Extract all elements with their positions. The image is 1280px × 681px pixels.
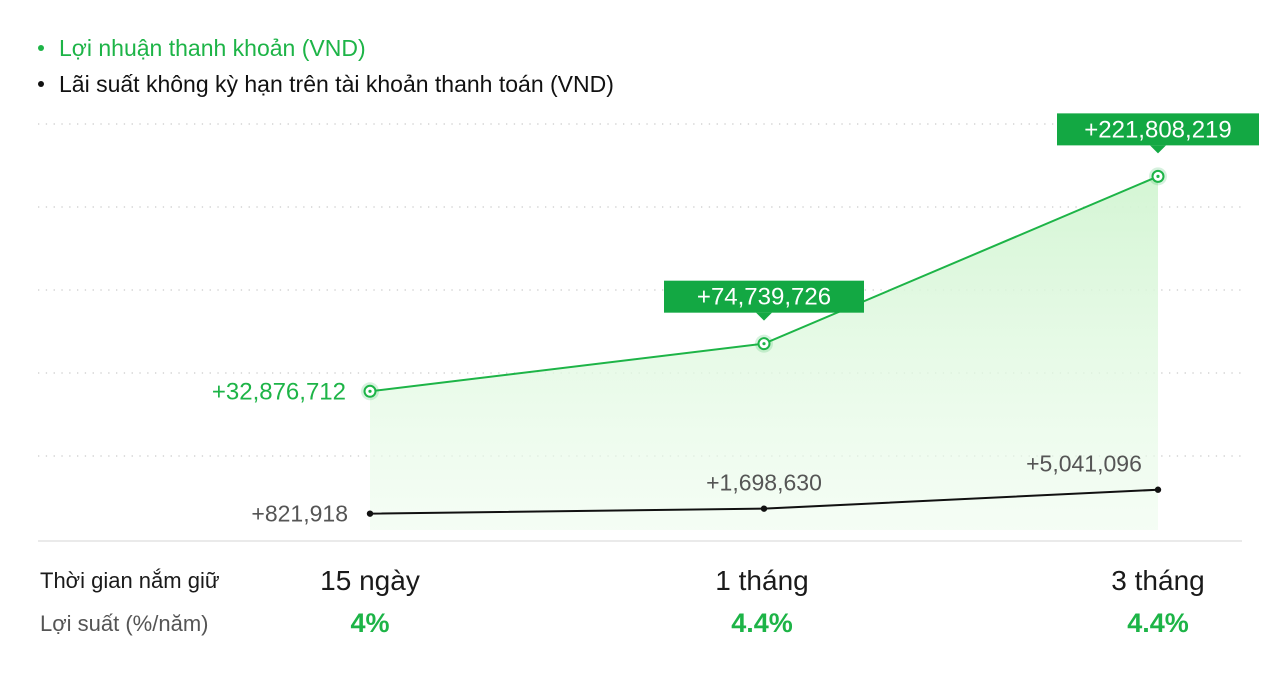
period-1-month: 1 tháng: [715, 565, 809, 596]
period-15-days: 15 ngày: [320, 565, 420, 596]
legend-marker: [38, 45, 44, 51]
yield-15-days: 4%: [350, 608, 390, 638]
legend-marker: [38, 81, 44, 87]
data-label-demand-2: +5,041,096: [1026, 451, 1142, 477]
holding-period-label: Thời gian nắm giữ: [40, 568, 220, 593]
callout-pointer: [1150, 145, 1166, 154]
period-3-months: 3 tháng: [1111, 565, 1205, 596]
callout-box: [1057, 113, 1259, 146]
callout-pointer: [756, 312, 772, 321]
yield-1-month: 4.4%: [731, 608, 793, 638]
data-label-liquidity-2: +221,808,219: [1084, 116, 1231, 143]
legend-label: Lợi nhuận thanh khoản (VND): [59, 34, 366, 61]
yield-label: Lợi suất (%/năm): [40, 611, 209, 636]
point-core-liquidity-1: [762, 342, 766, 346]
data-label-demand-1: +1,698,630: [706, 470, 822, 496]
yield-3-months: 4.4%: [1127, 608, 1189, 638]
point-core-liquidity-0: [368, 389, 372, 393]
area-liquidity-profit: [370, 176, 1158, 530]
point-demand-2: [1154, 486, 1162, 493]
data-label-liquidity-1: +74,739,726: [697, 284, 831, 311]
point-demand-0: [366, 510, 374, 517]
callout-box: [664, 280, 864, 313]
point-demand-1: [760, 505, 768, 512]
data-label-demand-0: +821,918: [251, 501, 348, 527]
callout-liquidity-1: +74,739,726: [664, 280, 864, 321]
data-label-liquidity-0: +32,876,712: [212, 378, 346, 405]
chart-legend: Lợi nhuận thanh khoản (VND) Lãi suất khô…: [38, 30, 614, 102]
point-core-liquidity-2: [1156, 174, 1160, 178]
holding-period-row: Thời gian nắm giữ 15 ngày 1 tháng 3 thán…: [0, 563, 1280, 603]
legend-label: Lãi suất không kỳ hạn trên tài khoản tha…: [59, 70, 614, 97]
legend-item-liquidity-profit: Lợi nhuận thanh khoản (VND): [38, 30, 614, 66]
legend-item-demand-interest: Lãi suất không kỳ hạn trên tài khoản tha…: [38, 66, 614, 102]
callout-liquidity-2: +221,808,219: [1057, 113, 1259, 154]
yield-row: Lợi suất (%/năm) 4% 4.4% 4.4%: [0, 606, 1280, 646]
